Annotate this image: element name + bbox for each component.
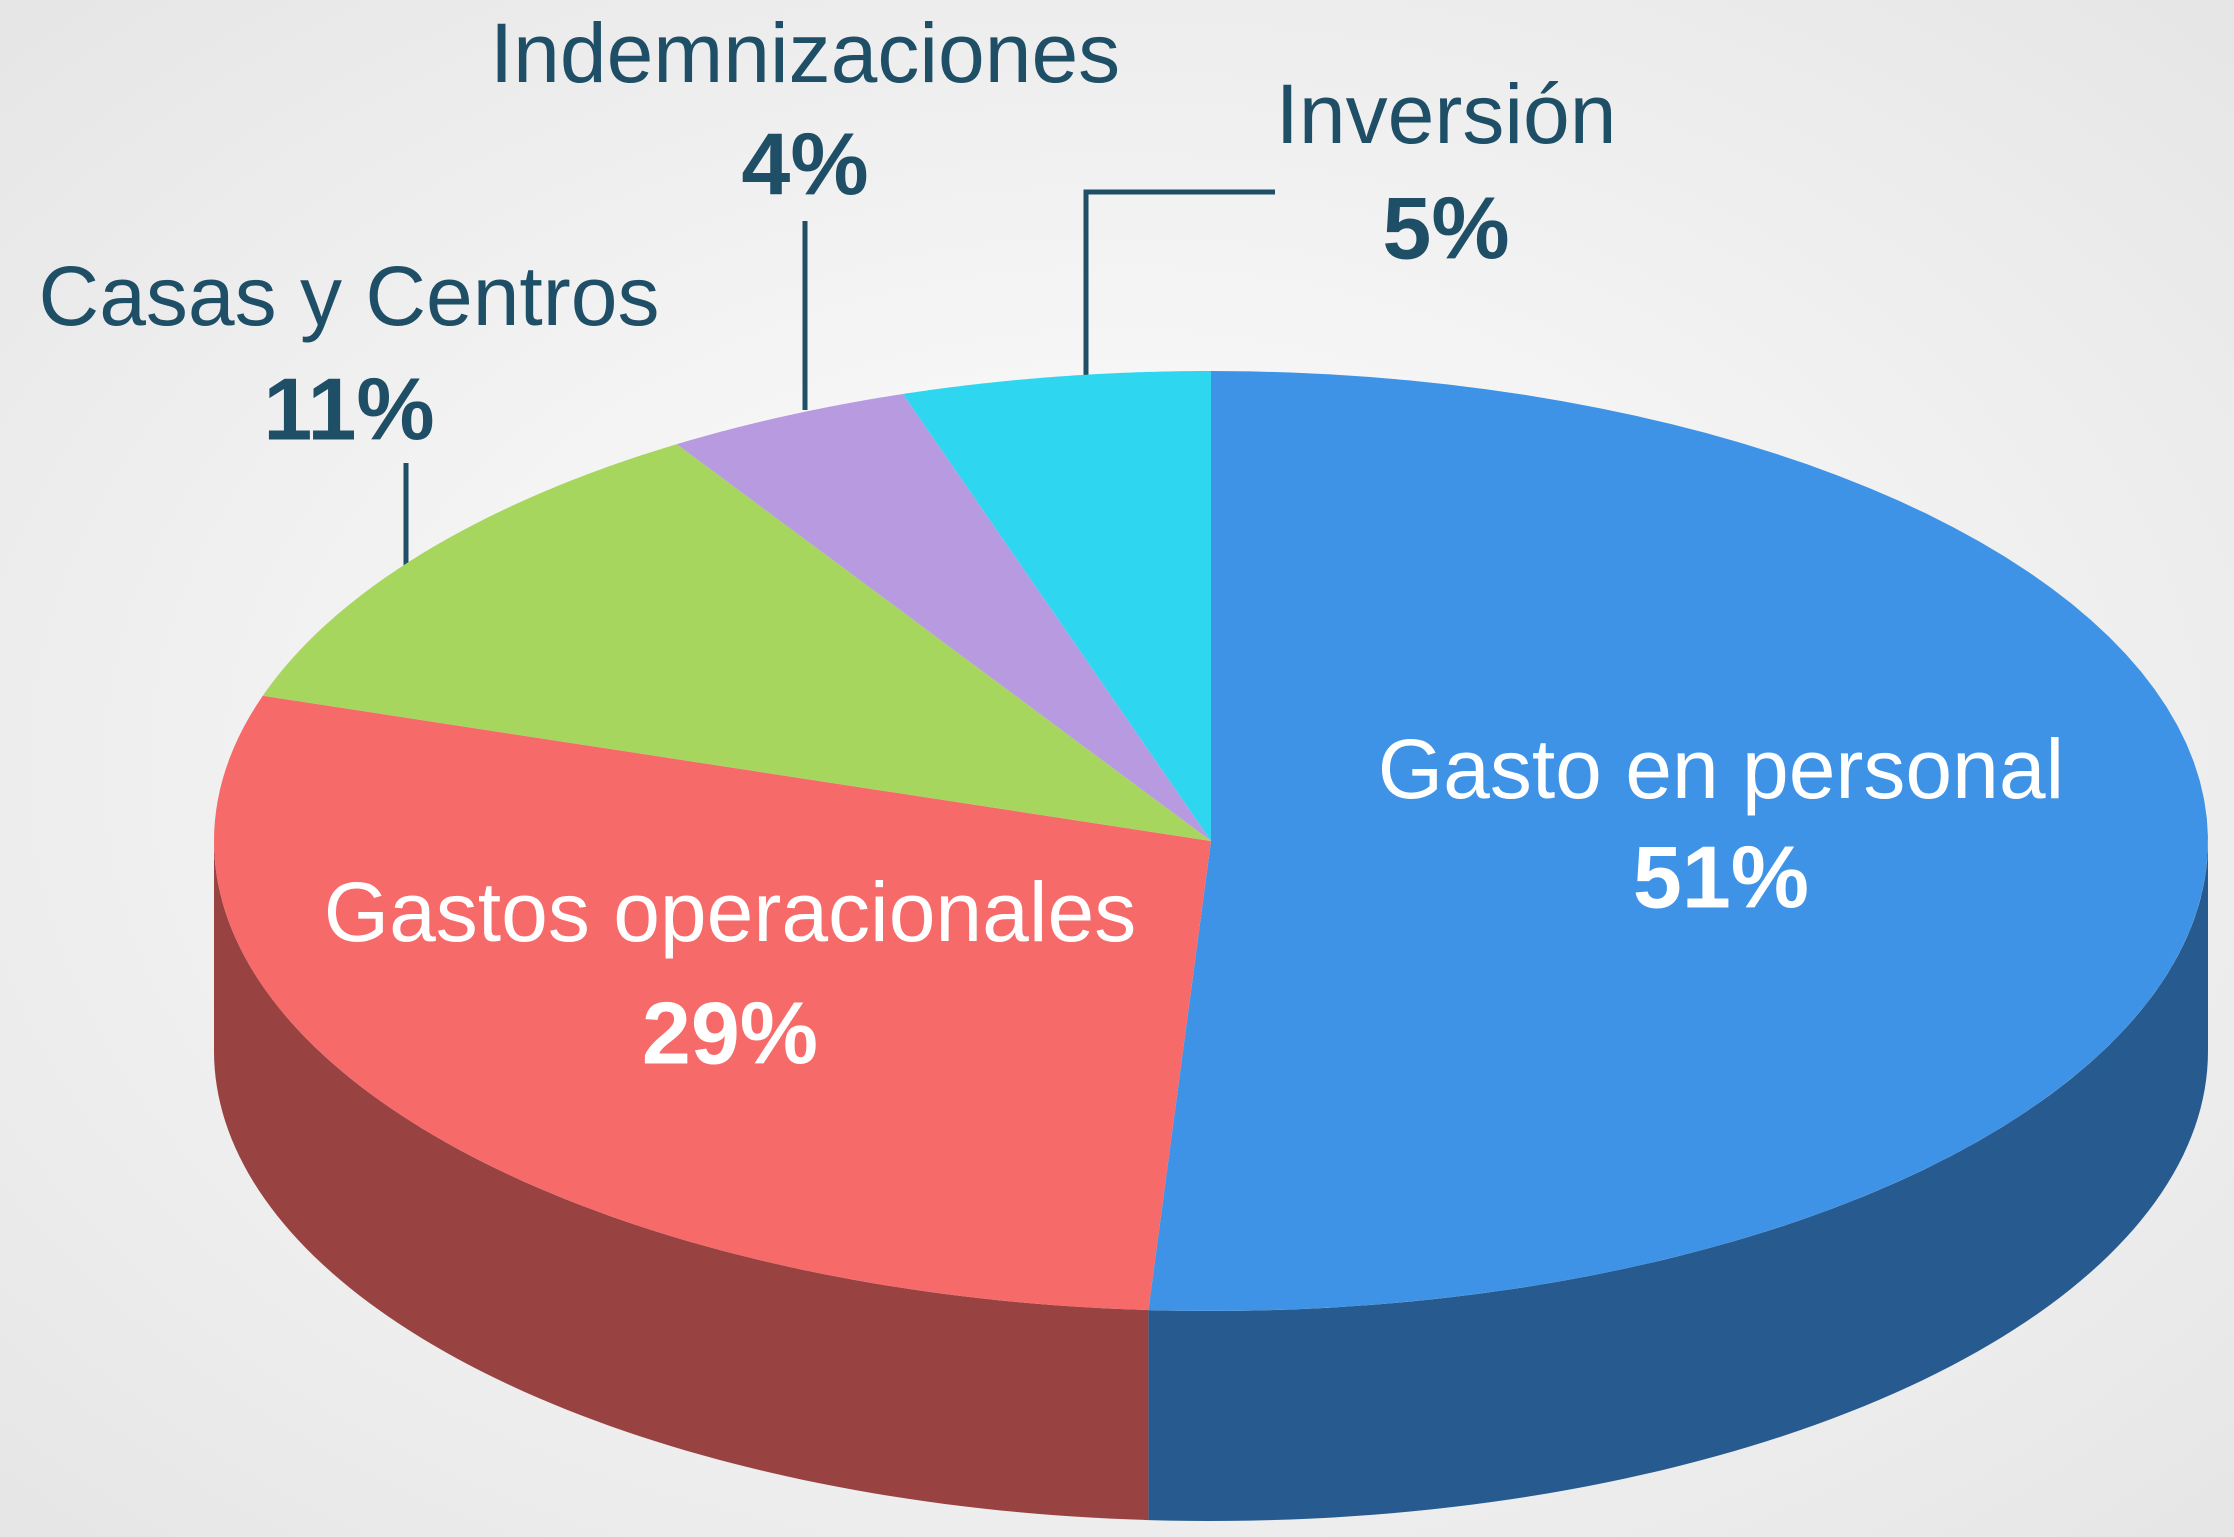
slice — [262, 444, 1212, 841]
slice — [214, 695, 1212, 1311]
leader-line — [1083, 189, 1275, 382]
value-label: 5% — [1382, 178, 1509, 277]
value-label: 4% — [741, 114, 868, 213]
value-label: 51% — [1633, 827, 1809, 926]
slice-label: Indemnizaciones — [490, 6, 1120, 100]
value-label: 11% — [263, 359, 434, 458]
slice-label: Inversión — [1276, 67, 1617, 161]
slice-side — [1148, 841, 2208, 1521]
value-label: 29% — [642, 983, 818, 1082]
slice — [676, 394, 1211, 841]
slice — [902, 371, 1211, 841]
slice — [1148, 371, 2208, 1311]
slice-label: Gastos operacionales — [324, 865, 1136, 959]
slice-label: Casas y Centros — [39, 249, 660, 343]
slice-label: Gasto en personal — [1378, 722, 2064, 816]
slice-side — [214, 841, 1149, 1521]
